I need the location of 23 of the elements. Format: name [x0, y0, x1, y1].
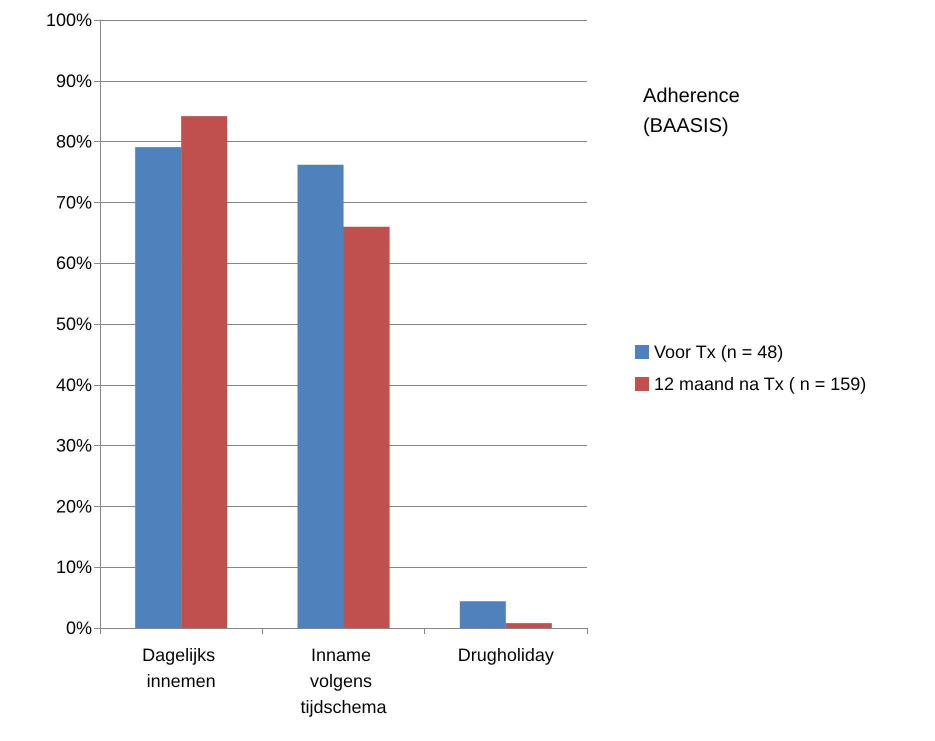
bar [506, 623, 552, 628]
y-tick-label: 50% [56, 314, 92, 334]
legend-label: 12 maand na Tx ( n = 159) [654, 374, 866, 394]
y-tick-label: 70% [56, 192, 92, 212]
text: Adherence (BAASIS) [643, 85, 746, 137]
y-tick-label: 80% [56, 132, 92, 152]
x-tick-label: Inname volgens tijdschema [300, 645, 388, 717]
x-tick-label: Drugholiday [458, 645, 554, 665]
y-tick-label: 30% [56, 436, 92, 456]
legend-label: Voor Tx (n = 48) [654, 342, 784, 362]
y-tick-label: 60% [56, 253, 92, 274]
y-tick-label: 0% [66, 618, 92, 638]
y-tick-label: 90% [56, 70, 92, 91]
x-tick-label: Dagelijks innemen [142, 645, 220, 691]
y-tick-label: 10% [56, 557, 92, 578]
bar [344, 226, 390, 628]
bar [181, 116, 228, 628]
y-tick-label: 40% [56, 374, 92, 395]
bar [135, 147, 182, 628]
y-tick-label: 20% [56, 496, 92, 516]
bar [298, 164, 344, 628]
bar [460, 601, 506, 628]
y-tick-label: 100% [46, 10, 92, 30]
